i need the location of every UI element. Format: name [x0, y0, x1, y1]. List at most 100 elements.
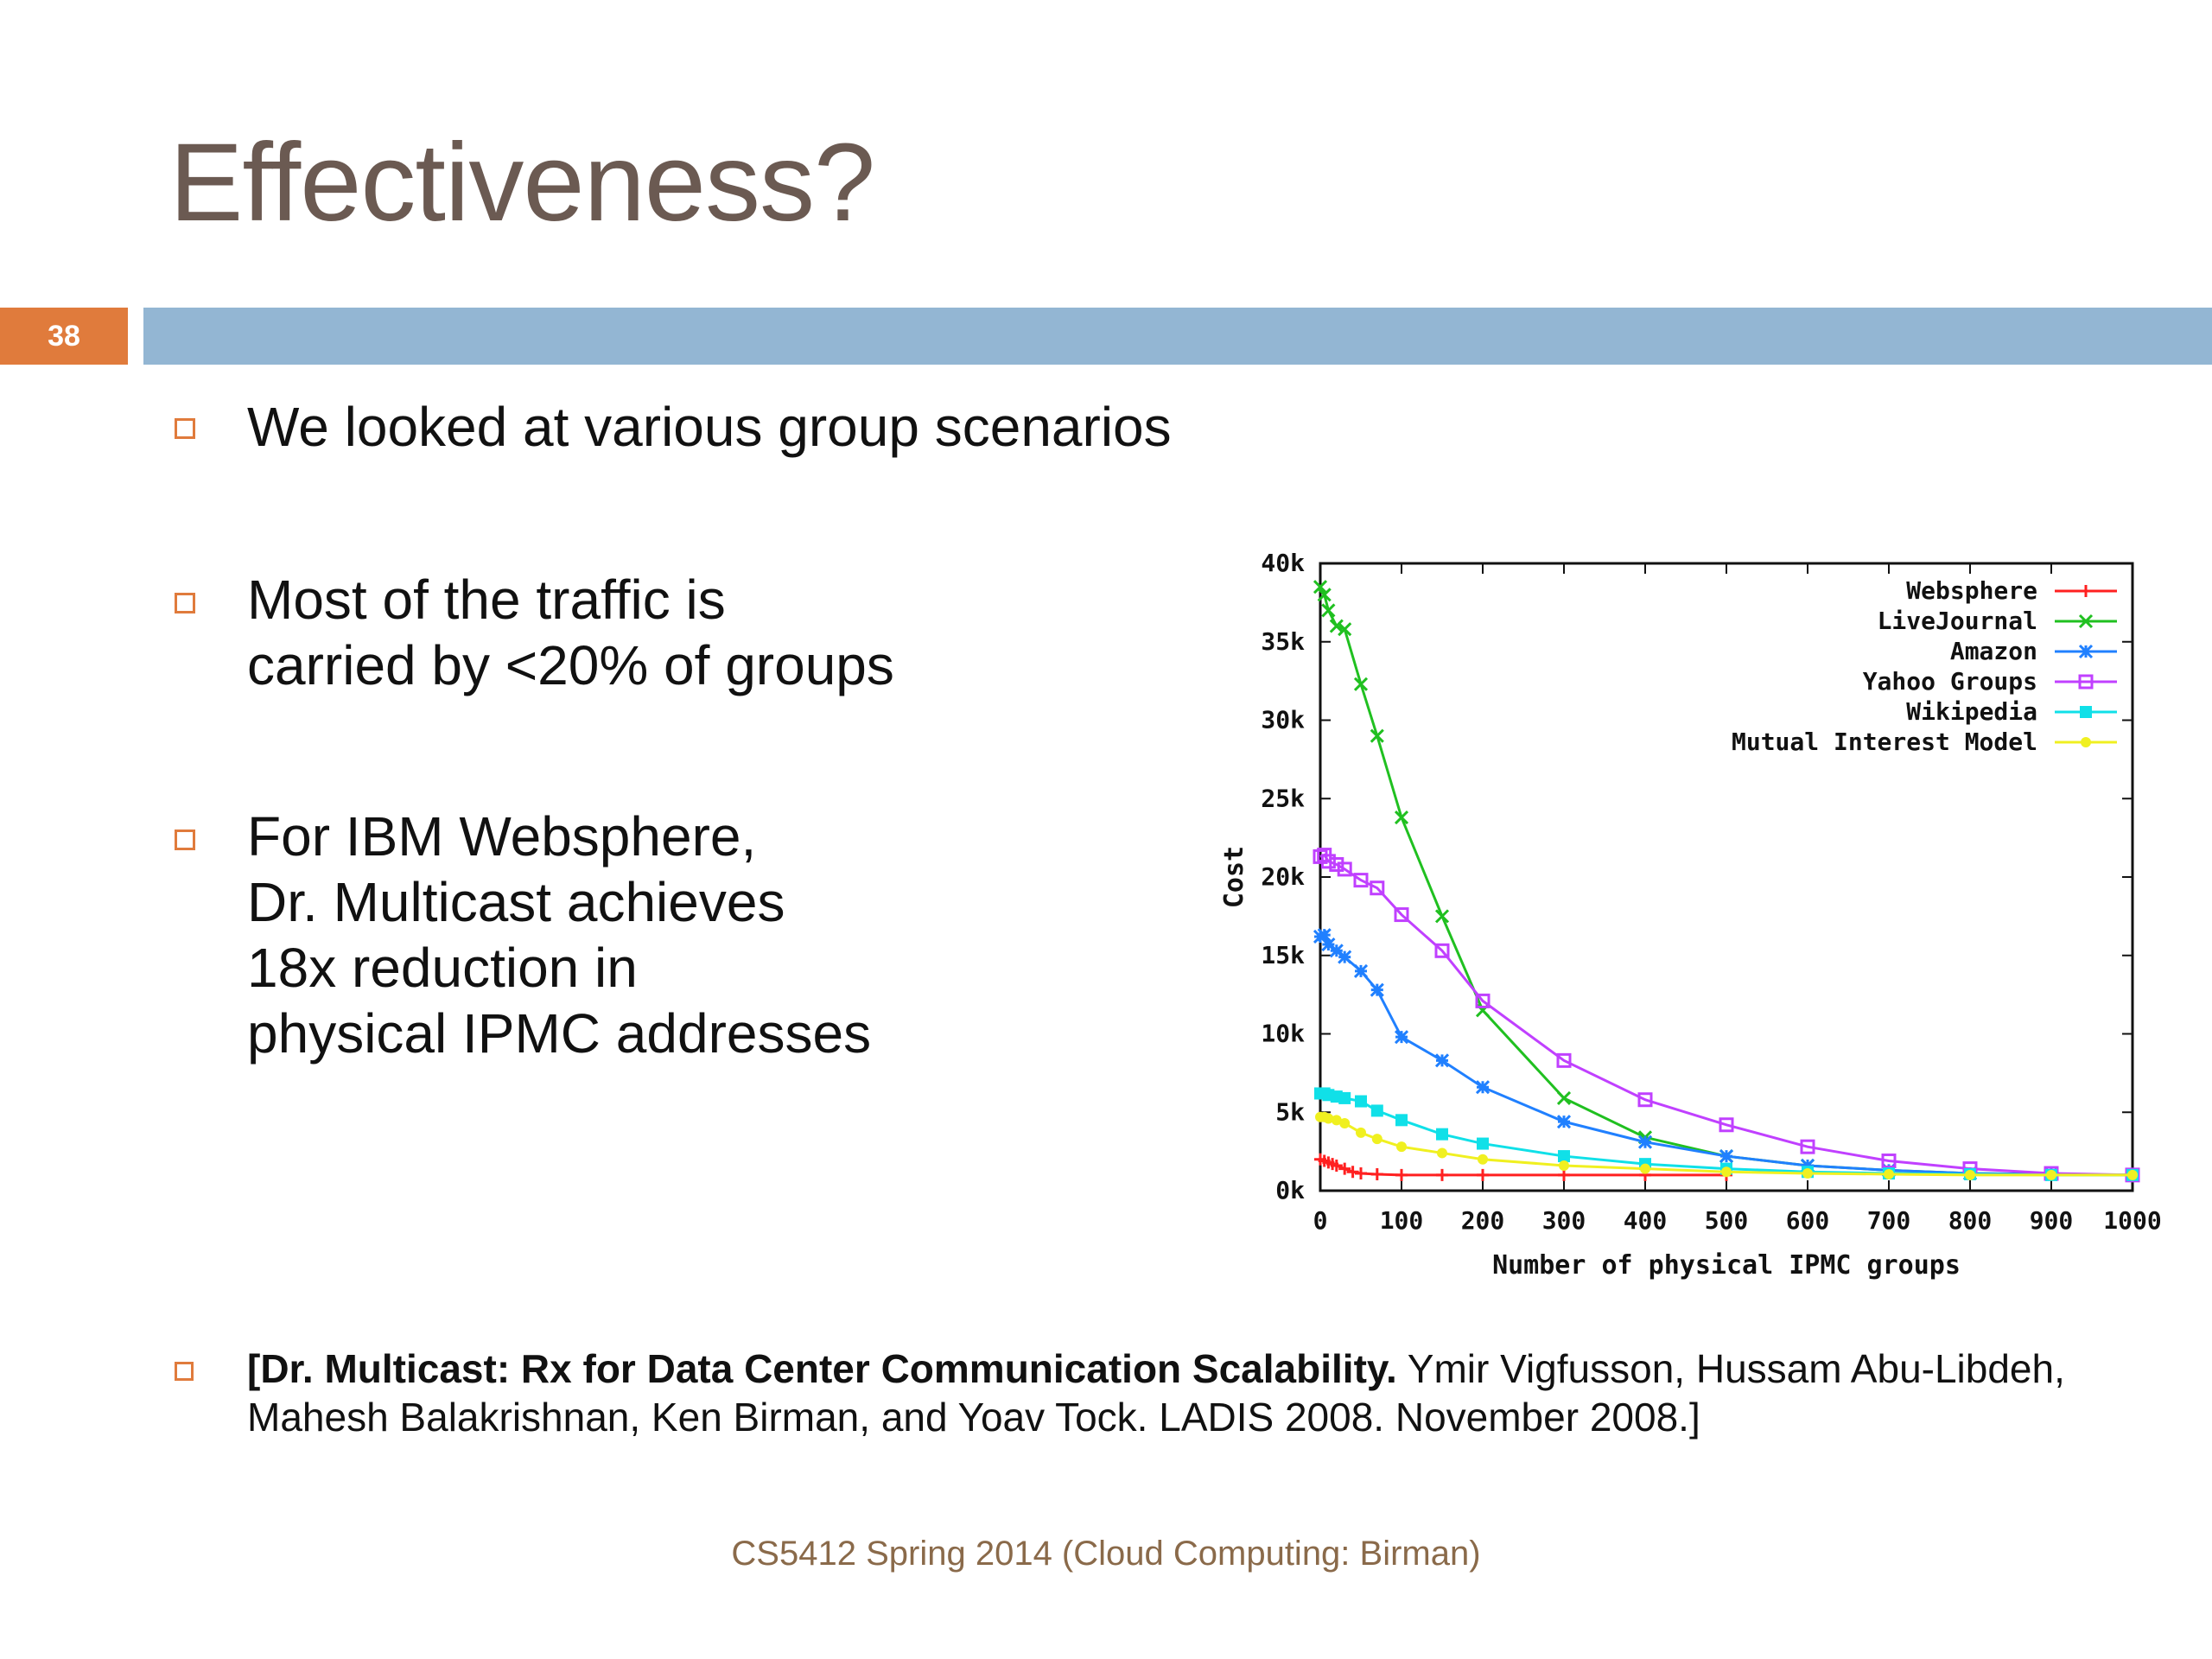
data-point	[1338, 622, 1352, 637]
data-point	[1477, 1168, 1489, 1181]
data-point	[1370, 1104, 1383, 1117]
data-point	[1323, 1113, 1334, 1124]
data-point	[1394, 907, 1409, 923]
data-point	[1394, 810, 1409, 825]
data-point	[1370, 1167, 1383, 1180]
data-point	[1395, 1168, 1408, 1181]
data-point	[1321, 603, 1336, 618]
data-point	[1719, 1149, 1734, 1164]
data-point	[1339, 1117, 1351, 1128]
data-point	[1321, 937, 1336, 952]
data-point	[1558, 1150, 1570, 1163]
data-point	[1884, 1168, 1894, 1179]
y-tick-label: 0k	[1275, 1176, 1305, 1205]
bullet-text-1: We looked at various group scenarios	[247, 396, 1172, 458]
title-divider-bar	[143, 308, 2212, 365]
data-point	[1394, 1030, 1409, 1045]
data-point	[1802, 1168, 1813, 1179]
data-point	[1556, 1115, 1572, 1129]
y-tick-label: 10k	[1261, 1020, 1305, 1048]
data-point	[1475, 993, 1491, 1008]
data-point	[1371, 1134, 1382, 1145]
bullet-marker-4	[175, 1362, 194, 1381]
data-point	[1475, 1080, 1491, 1095]
data-point	[1556, 1052, 1572, 1068]
legend-marker	[2080, 585, 2092, 597]
bullet-3-line-1: For IBM Websphere,	[247, 805, 757, 868]
data-point	[1637, 1135, 1653, 1149]
data-point	[1370, 982, 1384, 997]
data-point	[1313, 929, 1328, 944]
x-tick-label: 700	[1867, 1206, 1911, 1235]
slide-footer: CS5412 Spring 2014 (Cloud Computing: Bir…	[731, 1535, 1481, 1573]
x-tick-label: 500	[1705, 1206, 1749, 1235]
y-axis-label: Cost	[1219, 846, 1249, 908]
bullet-text-3: For IBM Websphere, Dr. Multicast achieve…	[247, 804, 871, 1066]
x-tick-label: 800	[1948, 1206, 1993, 1235]
y-tick-label: 15k	[1261, 941, 1305, 969]
data-point	[1353, 873, 1369, 888]
data-point	[1370, 880, 1385, 896]
data-point	[1558, 1168, 1570, 1181]
legend-label: Mutual Interest Model	[1732, 728, 2037, 756]
data-point	[1329, 619, 1344, 633]
bullet-2-line-1: Most of the traffic is	[247, 569, 726, 631]
data-point	[1330, 1159, 1343, 1172]
data-point	[1355, 1167, 1367, 1180]
data-point	[1329, 856, 1344, 872]
bullet-3-line-2: Dr. Multicast achieves	[247, 871, 785, 933]
data-point	[1477, 1137, 1489, 1150]
data-point	[1436, 1168, 1448, 1181]
y-tick-label: 30k	[1261, 706, 1305, 734]
bullet-3-line-3: 18x reduction in	[247, 937, 638, 999]
y-tick-label: 25k	[1261, 784, 1305, 812]
data-point	[1338, 1162, 1351, 1175]
data-point	[1346, 1166, 1359, 1179]
bullet-marker-1	[175, 418, 195, 439]
bullet-3-line-4: physical IPMC addresses	[247, 1002, 872, 1065]
data-point	[1721, 1166, 1732, 1178]
legend-label: Yahoo Groups	[1863, 667, 2037, 696]
data-point	[1437, 1147, 1447, 1159]
data-point	[1317, 588, 1332, 602]
legend-marker	[2080, 706, 2092, 718]
x-axis-label: Number of physical IPMC groups	[1492, 1250, 1961, 1281]
data-point	[1637, 1092, 1653, 1108]
data-point	[2046, 1169, 2056, 1180]
data-point	[1559, 1160, 1569, 1171]
data-point	[1337, 861, 1352, 877]
x-tick-label: 1000	[2103, 1206, 2161, 1235]
x-tick-label: 0	[1313, 1206, 1328, 1235]
data-point	[1800, 1139, 1815, 1154]
legend-label: LiveJournal	[1878, 607, 2037, 635]
legend-marker	[2081, 737, 2091, 747]
data-point	[1313, 580, 1328, 594]
legend-label: Amazon	[1950, 637, 2037, 665]
data-point	[1338, 950, 1352, 964]
bullet-marker-3	[175, 830, 195, 850]
x-tick-label: 300	[1542, 1206, 1586, 1235]
x-tick-label: 900	[2030, 1206, 2074, 1235]
data-point	[1370, 728, 1384, 743]
data-point	[1317, 928, 1332, 943]
data-point	[2127, 1169, 2138, 1180]
data-point	[1396, 1141, 1407, 1153]
data-point	[1478, 1154, 1488, 1165]
data-point	[1436, 1128, 1448, 1141]
legend-label: Websphere	[1906, 576, 2037, 605]
data-point	[1434, 909, 1450, 924]
data-point	[1640, 1163, 1650, 1174]
legend-label: Wikipedia	[1906, 697, 2037, 726]
data-point	[1331, 1115, 1342, 1126]
y-tick-label: 40k	[1261, 549, 1305, 577]
y-tick-label: 5k	[1275, 1097, 1305, 1126]
x-tick-label: 400	[1624, 1206, 1668, 1235]
slide-number: 38	[0, 308, 128, 365]
bullet-2-line-2: carried by <20% of groups	[247, 634, 894, 696]
x-tick-label: 200	[1461, 1206, 1505, 1235]
cost-vs-groups-chart: 0k 5k 10k 15k 20k 25k 30k 35k 40k 0 100 200 300 400 50…	[1219, 549, 2162, 1281]
legend-marker	[2078, 644, 2094, 659]
citation-authors: Ymir Vigfusson, Hussam Abu-Libdeh, Mahes…	[247, 1346, 2065, 1440]
data-point	[1329, 944, 1344, 958]
citation-title: [Dr. Multicast: Rx for Data Center Commu…	[247, 1346, 1397, 1391]
